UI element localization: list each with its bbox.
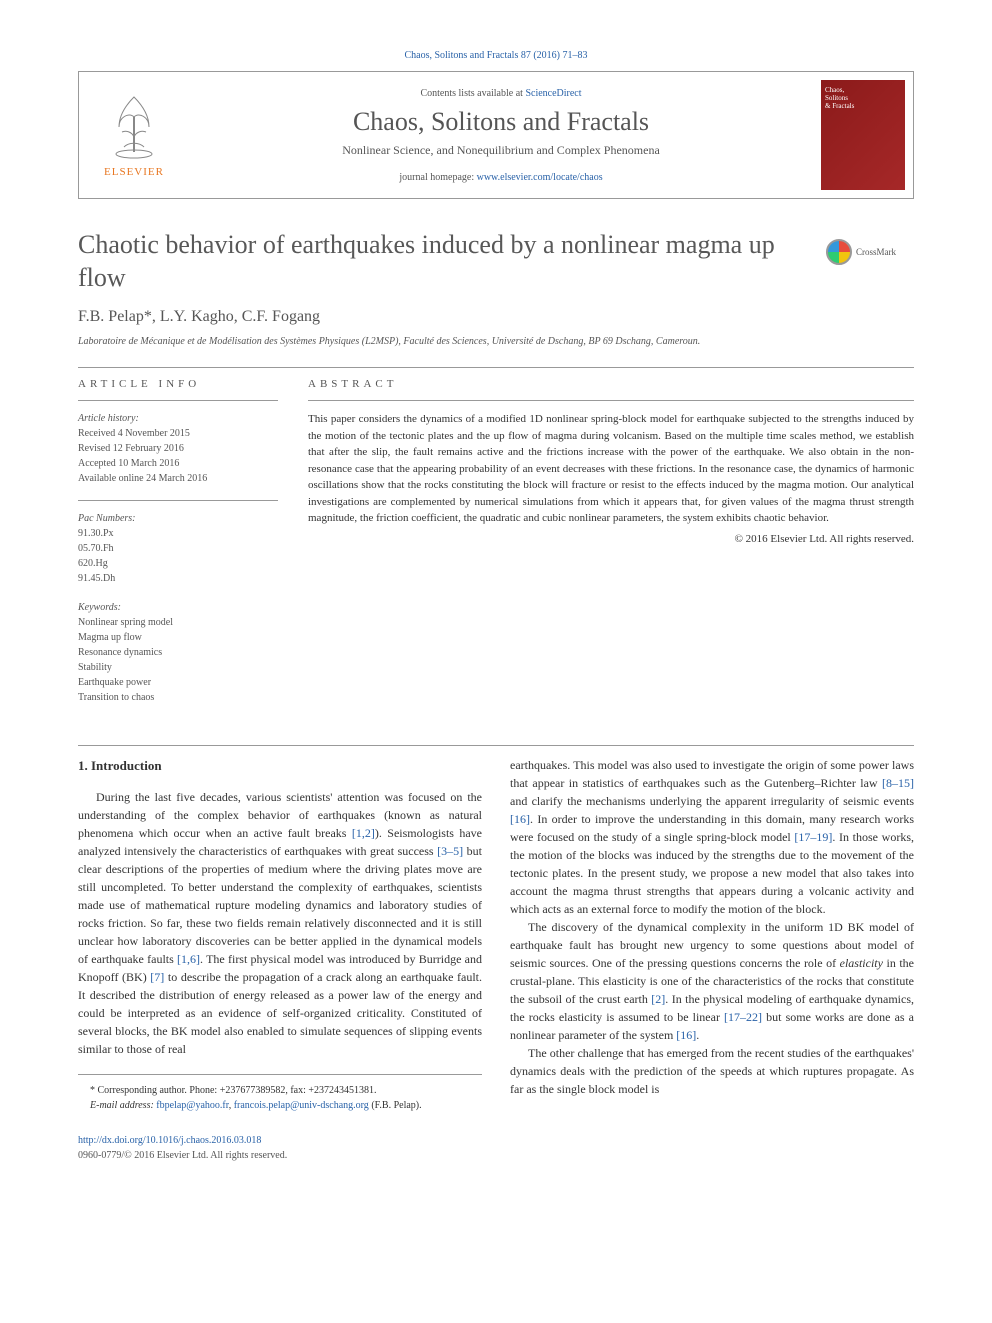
abstract-column: ABSTRACT This paper considers the dynami…: [308, 378, 914, 719]
page-footer: http://dx.doi.org/10.1016/j.chaos.2016.0…: [78, 1133, 914, 1163]
body-column-left: 1. Introduction During the last five dec…: [78, 756, 482, 1113]
ref-link[interactable]: [8–15]: [882, 776, 914, 790]
affiliation-line: Laboratoire de Mécanique et de Modélisat…: [78, 336, 914, 347]
crossmark-badge[interactable]: CrossMark: [826, 235, 914, 269]
italic-term: elasticity: [840, 956, 883, 970]
elsevier-logo: ELSEVIER: [89, 80, 179, 190]
doi-link[interactable]: http://dx.doi.org/10.1016/j.chaos.2016.0…: [78, 1135, 261, 1146]
title-row: Chaotic behavior of earthquakes induced …: [78, 229, 914, 294]
keyword-item: Transition to chaos: [78, 690, 278, 705]
pacs-item: 620.Hg: [78, 556, 278, 571]
body-paragraph: During the last five decades, various sc…: [78, 788, 482, 1058]
pacs-block: Pac Numbers: 91.30.Px 05.70.Fh 620.Hg 91…: [78, 511, 278, 586]
keyword-item: Stability: [78, 660, 278, 675]
corresponding-footnote: * Corresponding author. Phone: +23767738…: [78, 1083, 482, 1113]
ref-link[interactable]: [1,2]: [352, 826, 375, 840]
publisher-logo-area: ELSEVIER: [79, 72, 189, 198]
cover-line3: & Fractals: [825, 102, 901, 110]
keywords-block: Keywords: Nonlinear spring model Magma u…: [78, 600, 278, 705]
keyword-item: Nonlinear spring model: [78, 615, 278, 630]
email-author: (F.B. Pelap).: [369, 1100, 422, 1111]
journal-homepage-line: journal homepage: www.elsevier.com/locat…: [399, 172, 602, 183]
ref-link[interactable]: [17–19]: [794, 830, 832, 844]
history-title: Article history:: [78, 411, 278, 426]
crossmark-icon: [826, 239, 852, 265]
homepage-prefix: journal homepage:: [399, 172, 476, 183]
ref-link[interactable]: [1,6]: [177, 952, 200, 966]
ref-link[interactable]: [7]: [150, 970, 164, 984]
footnote-divider: [78, 1074, 482, 1075]
cover-line2: Solitons: [825, 94, 901, 102]
article-title: Chaotic behavior of earthquakes induced …: [78, 229, 806, 294]
journal-subtitle: Nonlinear Science, and Nonequilibrium an…: [342, 143, 660, 158]
ref-link[interactable]: [3–5]: [437, 844, 463, 858]
body-column-right: earthquakes. This model was also used to…: [510, 756, 914, 1113]
keywords-title: Keywords:: [78, 600, 278, 615]
article-info-heading: ARTICLE INFO: [78, 378, 278, 390]
keyword-item: Magma up flow: [78, 630, 278, 645]
body-paragraph: The discovery of the dynamical complexit…: [510, 918, 914, 1044]
journal-cover-thumbnail: Chaos, Solitons & Fractals: [821, 80, 905, 190]
history-item: Received 4 November 2015: [78, 426, 278, 441]
pacs-item: 91.30.Px: [78, 526, 278, 541]
crossmark-label: CrossMark: [856, 247, 896, 257]
body-text: but clear descriptions of the properties…: [78, 844, 482, 966]
history-item: Available online 24 March 2016: [78, 471, 278, 486]
body-text: .: [696, 1028, 699, 1042]
article-info-column: ARTICLE INFO Article history: Received 4…: [78, 378, 278, 719]
top-citation: Chaos, Solitons and Fractals 87 (2016) 7…: [78, 50, 914, 61]
abstract-text: This paper considers the dynamics of a m…: [308, 411, 914, 527]
info-abstract-row: ARTICLE INFO Article history: Received 4…: [78, 378, 914, 719]
info-divider-1: [78, 400, 278, 401]
keyword-item: Resonance dynamics: [78, 645, 278, 660]
history-item: Revised 12 February 2016: [78, 441, 278, 456]
section-heading: 1. Introduction: [78, 756, 482, 776]
divider-bottom: [78, 745, 914, 746]
history-item: Accepted 10 March 2016: [78, 456, 278, 471]
email-label: E-mail address:: [90, 1100, 154, 1111]
body-text: and clarify the mechanisms underlying th…: [510, 794, 914, 808]
elsevier-label: ELSEVIER: [104, 166, 164, 178]
info-divider-2: [78, 500, 278, 501]
divider-top: [78, 367, 914, 368]
pacs-item: 91.45.Dh: [78, 571, 278, 586]
keyword-item: Earthquake power: [78, 675, 278, 690]
journal-name: Chaos, Solitons and Fractals: [353, 107, 649, 137]
pacs-title: Pac Numbers:: [78, 511, 278, 526]
header-center: Contents lists available at ScienceDirec…: [189, 72, 813, 198]
authors-line: F.B. Pelap*, L.Y. Kagho, C.F. Fogang: [78, 308, 914, 326]
ref-link[interactable]: [16]: [510, 812, 530, 826]
body-text: The other challenge that has emerged fro…: [510, 1046, 914, 1096]
abstract-heading: ABSTRACT: [308, 378, 914, 390]
journal-cover-area: Chaos, Solitons & Fractals: [813, 72, 913, 198]
ref-link[interactable]: [17–22]: [724, 1010, 762, 1024]
email-line: E-mail address: fbpelap@yahoo.fr, franco…: [78, 1098, 482, 1113]
elsevier-tree-icon: [104, 92, 164, 162]
body-text: earthquakes. This model was also used to…: [510, 758, 914, 790]
email-link[interactable]: francois.pelap@univ-dschang.org: [234, 1100, 369, 1111]
email-link[interactable]: fbpelap@yahoo.fr: [156, 1100, 228, 1111]
ref-link[interactable]: [2]: [651, 992, 665, 1006]
body-paragraph: earthquakes. This model was also used to…: [510, 756, 914, 918]
homepage-link[interactable]: www.elsevier.com/locate/chaos: [477, 172, 603, 183]
body-paragraph: The other challenge that has emerged fro…: [510, 1044, 914, 1098]
cover-line1: Chaos,: [825, 86, 901, 94]
corresponding-line: * Corresponding author. Phone: +23767738…: [78, 1083, 482, 1098]
journal-header-box: ELSEVIER Contents lists available at Sci…: [78, 71, 914, 199]
sciencedirect-link[interactable]: ScienceDirect: [525, 88, 581, 99]
abstract-copyright: © 2016 Elsevier Ltd. All rights reserved…: [308, 533, 914, 545]
issn-copyright: 0960-0779/© 2016 Elsevier Ltd. All right…: [78, 1150, 287, 1161]
article-history-block: Article history: Received 4 November 201…: [78, 411, 278, 486]
body-columns: 1. Introduction During the last five dec…: [78, 756, 914, 1113]
abstract-divider: [308, 400, 914, 401]
contents-available-line: Contents lists available at ScienceDirec…: [420, 88, 581, 99]
ref-link[interactable]: [16]: [676, 1028, 696, 1042]
contents-prefix: Contents lists available at: [420, 88, 525, 99]
pacs-item: 05.70.Fh: [78, 541, 278, 556]
